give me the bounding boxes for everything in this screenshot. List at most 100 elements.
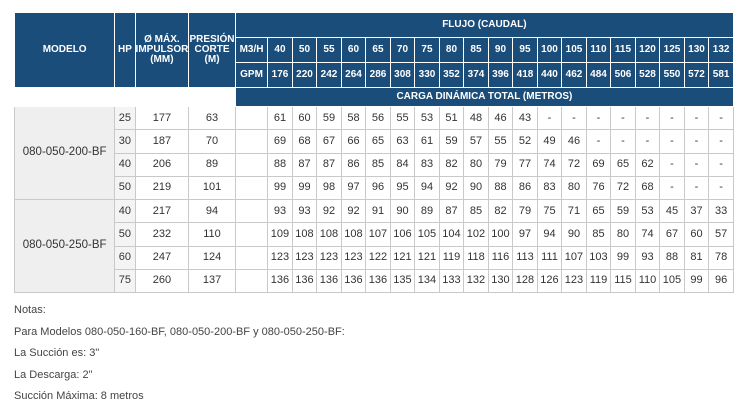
head-value-cell: 115: [610, 268, 636, 294]
head-value-cell: 37: [683, 198, 710, 224]
model-cell: 080-050-200-BF: [13, 106, 116, 200]
flow-gpm-cell: 550: [659, 62, 685, 88]
head-value-cell: 46: [561, 129, 587, 154]
head-value-cell: 99: [291, 175, 318, 201]
flow-gpm-cell: 418: [512, 62, 538, 88]
flow-gpm-cell: 176: [267, 62, 293, 88]
head-value-cell: 96: [365, 175, 391, 201]
head-value-cell: 89: [414, 198, 440, 224]
head-value-cell: 90: [463, 175, 489, 201]
head-value-cell: 48: [463, 105, 489, 131]
head-value-cell: 97: [512, 222, 538, 247]
head-value-cell: 59: [316, 105, 342, 131]
flow-gpm-cell: 528: [634, 62, 661, 88]
head-value-cell: -: [683, 105, 710, 131]
head-value-cell: 93: [267, 198, 293, 224]
header-hp: HP: [114, 12, 136, 88]
head-value-cell: 130: [487, 268, 514, 294]
flow-gpm-cell: 572: [683, 62, 710, 88]
header-m3h-label: M3/H: [234, 37, 269, 63]
head-value-cell: 108: [291, 222, 318, 247]
head-value-cell: 56: [365, 105, 391, 131]
head-value-cell: 106: [389, 222, 416, 247]
flow-gpm-cell: 308: [389, 62, 416, 88]
head-value-cell: 94: [414, 175, 440, 201]
head-value-cell: 80: [561, 175, 587, 201]
head-value-cell: 65: [365, 129, 391, 154]
head-value-cell: 95: [389, 175, 416, 201]
impulsor-cell: 247: [134, 245, 190, 270]
head-value-cell: 91: [365, 198, 391, 224]
head-value-cell: 87: [316, 152, 342, 177]
flow-m3h-cell: 50: [291, 37, 318, 63]
flow-gpm-cell: 330: [414, 62, 440, 88]
flow-gpm-cell: 506: [610, 62, 636, 88]
head-value-cell: 107: [561, 245, 587, 270]
hp-cell: 50: [114, 175, 136, 201]
hp-cell: 60: [114, 245, 136, 270]
head-value-cell: 104: [438, 222, 465, 247]
head-value-cell: 63: [389, 129, 416, 154]
header-presion-line3: (M): [204, 54, 220, 65]
head-value-cell: 128: [512, 268, 538, 294]
header-impulsor-line1: Ø MÁX.: [144, 34, 180, 45]
head-value-cell: 94: [536, 222, 563, 247]
head-value-cell: 118: [463, 245, 489, 270]
blank-cell: [234, 175, 269, 201]
impulsor-cell: 206: [134, 152, 190, 177]
head-value-cell: 119: [585, 268, 612, 294]
head-value-cell: -: [683, 129, 710, 154]
head-value-cell: 136: [267, 268, 293, 294]
flow-gpm-cell: 352: [438, 62, 465, 88]
head-value-cell: 71: [561, 198, 587, 224]
header-carga: CARGA DINÁMICA TOTAL (METROS): [234, 87, 735, 107]
head-value-cell: 136: [365, 268, 391, 294]
head-value-cell: 80: [610, 222, 636, 247]
head-value-cell: 87: [291, 152, 318, 177]
head-value-cell: 119: [438, 245, 465, 270]
head-value-cell: 62: [634, 152, 661, 177]
header-presion-line2: CORTE: [194, 44, 230, 55]
notes-models: Para Modelos 080-050-160-BF, 080-050-200…: [14, 325, 345, 338]
head-value-cell: 123: [291, 245, 318, 270]
impulsor-cell: 177: [134, 105, 190, 131]
head-value-cell: -: [708, 175, 734, 201]
blank-cell: [234, 268, 269, 294]
head-value-cell: 57: [708, 222, 734, 247]
head-value-cell: 121: [414, 245, 440, 270]
head-value-cell: 53: [414, 105, 440, 131]
head-value-cell: 99: [267, 175, 293, 201]
table-row: 50 219 101 99 99 98 97 96 95 94 92 90 88 86 83 80 76 72 68…: [15, 175, 734, 201]
head-value-cell: 123: [561, 268, 587, 294]
head-value-cell: 43: [512, 105, 538, 131]
blank-cell: [234, 105, 269, 131]
flow-gpm-cell: 220: [291, 62, 318, 88]
table-row: 50 232 110 109 108 108 108 107 106 105 104 102 100 97…: [15, 222, 734, 247]
head-value-cell: 98: [316, 175, 342, 201]
head-value-cell: 76: [585, 175, 612, 201]
head-value-cell: 59: [438, 129, 465, 154]
head-value-cell: 121: [389, 245, 416, 270]
head-value-cell: 93: [291, 198, 318, 224]
flow-gpm-cell: 462: [561, 62, 587, 88]
head-value-cell: 100: [487, 222, 514, 247]
flow-m3h-cell: 120: [634, 37, 661, 63]
head-value-cell: 87: [438, 198, 465, 224]
head-value-cell: 69: [585, 152, 612, 177]
blank-cell: [234, 198, 269, 224]
impulsor-cell: 217: [134, 198, 190, 224]
head-value-cell: 52: [512, 129, 538, 154]
impulsor-cell: 219: [134, 175, 190, 201]
head-value-cell: 74: [634, 222, 661, 247]
head-value-cell: 88: [659, 245, 685, 270]
header-spacer: [14, 87, 236, 107]
presion-cell: 89: [188, 152, 236, 177]
head-value-cell: 75: [536, 198, 563, 224]
head-value-cell: 33: [708, 198, 734, 224]
flow-m3h-cell: 110: [585, 37, 612, 63]
head-value-cell: -: [659, 129, 685, 154]
blank-cell: [234, 222, 269, 247]
flow-m3h-cell: 115: [610, 37, 636, 63]
flow-m3h-cell: 65: [365, 37, 391, 63]
head-value-cell: 92: [316, 198, 342, 224]
